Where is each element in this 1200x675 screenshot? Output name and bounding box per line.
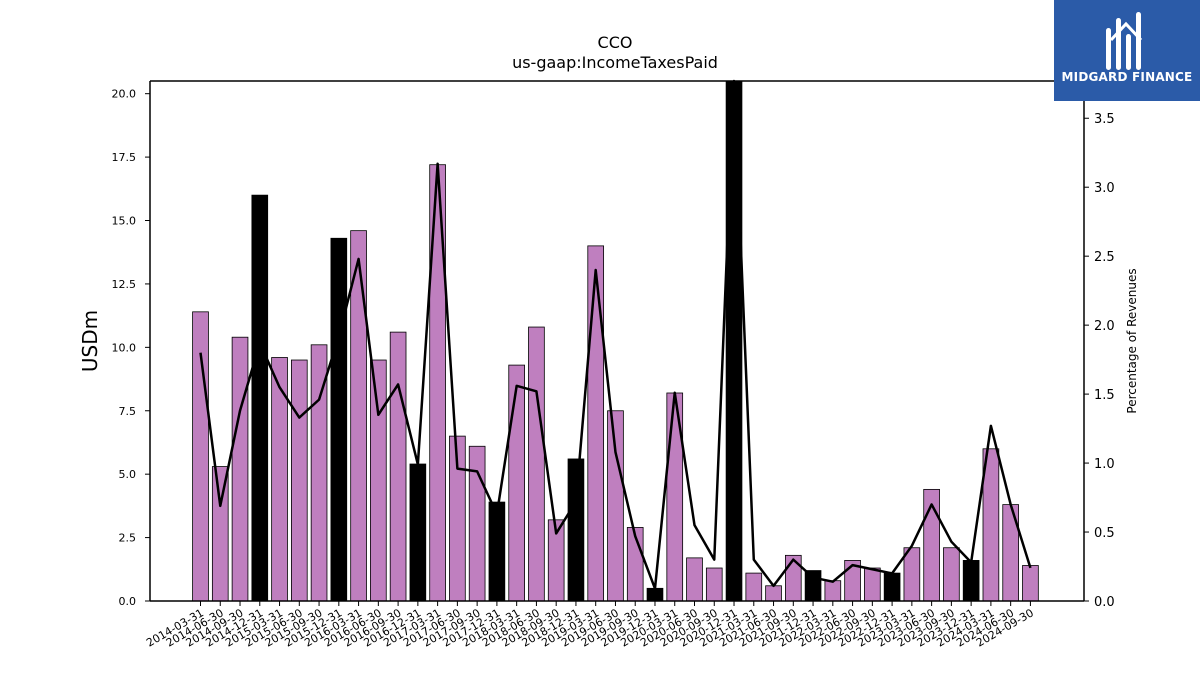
logo-mark-icon xyxy=(1106,12,1143,70)
y-tick-label-left: 10.0 xyxy=(112,341,137,354)
y-tick-label-right: 2.5 xyxy=(1094,250,1115,265)
bar-2016-12-31 xyxy=(409,463,427,602)
chart-title: CCO xyxy=(598,33,633,52)
bar-2024-09-30 xyxy=(1022,565,1039,602)
bar-2019-06-30 xyxy=(607,410,624,602)
y-tick-label-right: 0.0 xyxy=(1094,595,1115,610)
bars-layer xyxy=(192,80,1039,602)
y-axis-label-right: Percentage of Revenues xyxy=(1125,268,1139,413)
bar-2016-03-31 xyxy=(350,230,367,602)
y-tick-label-right: 0.5 xyxy=(1094,526,1115,541)
bar-2016-09-30 xyxy=(389,331,407,602)
bar-2015-12-31 xyxy=(330,237,348,602)
y-tick-label-left: 17.5 xyxy=(112,151,137,164)
bar-2020-09-30 xyxy=(705,567,723,602)
chart-subtitle: us-gaap:IncomeTaxesPaid xyxy=(512,53,718,72)
y-tick-label-right: 2.0 xyxy=(1094,319,1115,334)
y-tick-label-left: 2.5 xyxy=(119,532,137,545)
percentage-line xyxy=(199,79,1032,590)
bar-2020-12-31 xyxy=(725,80,743,602)
y-tick-label-right: 1.5 xyxy=(1094,388,1115,403)
line-layer xyxy=(199,79,1032,590)
bar-2023-09-30 xyxy=(943,547,960,602)
bar-2014-06-30 xyxy=(211,466,229,602)
bar-2022-12-31 xyxy=(883,572,901,602)
axes-layer: 0.0 2.5 5.0 7.5 10.0 12.5 15.0 17.5 20.0 0.0 0.5 1.… xyxy=(112,80,1115,650)
bar-2019-12-31 xyxy=(646,587,664,602)
bar-2020-06-30 xyxy=(686,557,703,602)
logo: MIDGARD FINANCE xyxy=(1054,0,1200,101)
bar-2023-12-31 xyxy=(962,560,980,602)
bar-2019-03-31 xyxy=(587,245,605,602)
bar-2014-09-30 xyxy=(231,336,249,602)
bar-2014-12-31 xyxy=(251,194,269,602)
y-tick-label-left: 5.0 xyxy=(119,468,137,481)
y-axis-label-left: USDm xyxy=(78,310,102,372)
bar-2017-12-31 xyxy=(488,501,506,602)
y-tick-label-left: 20.0 xyxy=(112,88,137,101)
bar-2022-09-30 xyxy=(864,567,881,602)
y-tick-label-right: 1.0 xyxy=(1094,457,1115,472)
logo-text: MIDGARD FINANCE xyxy=(1062,70,1193,84)
bar-2021-09-30 xyxy=(785,554,802,602)
bar-2018-06-30 xyxy=(528,326,545,602)
bar-2023-03-31 xyxy=(903,547,921,602)
y-tick-label-left: 15.0 xyxy=(112,215,137,228)
bar-2015-06-30 xyxy=(290,359,308,602)
y-tick-label-left: 0.0 xyxy=(119,595,137,608)
y-tick-label-left: 7.5 xyxy=(119,405,137,418)
bar-2022-03-31 xyxy=(824,580,842,602)
bar-2018-12-31 xyxy=(567,458,585,602)
bar-2021-06-30 xyxy=(765,585,782,602)
bar-2018-03-31 xyxy=(508,364,525,602)
y-tick-label-right: 3.0 xyxy=(1094,181,1115,196)
bar-2016-06-30 xyxy=(370,359,387,602)
y-tick-label-right: 3.5 xyxy=(1094,112,1115,127)
bar-2021-03-31 xyxy=(745,572,763,602)
bar-2021-12-31 xyxy=(804,570,822,602)
y-tick-label-left: 12.5 xyxy=(112,278,137,291)
